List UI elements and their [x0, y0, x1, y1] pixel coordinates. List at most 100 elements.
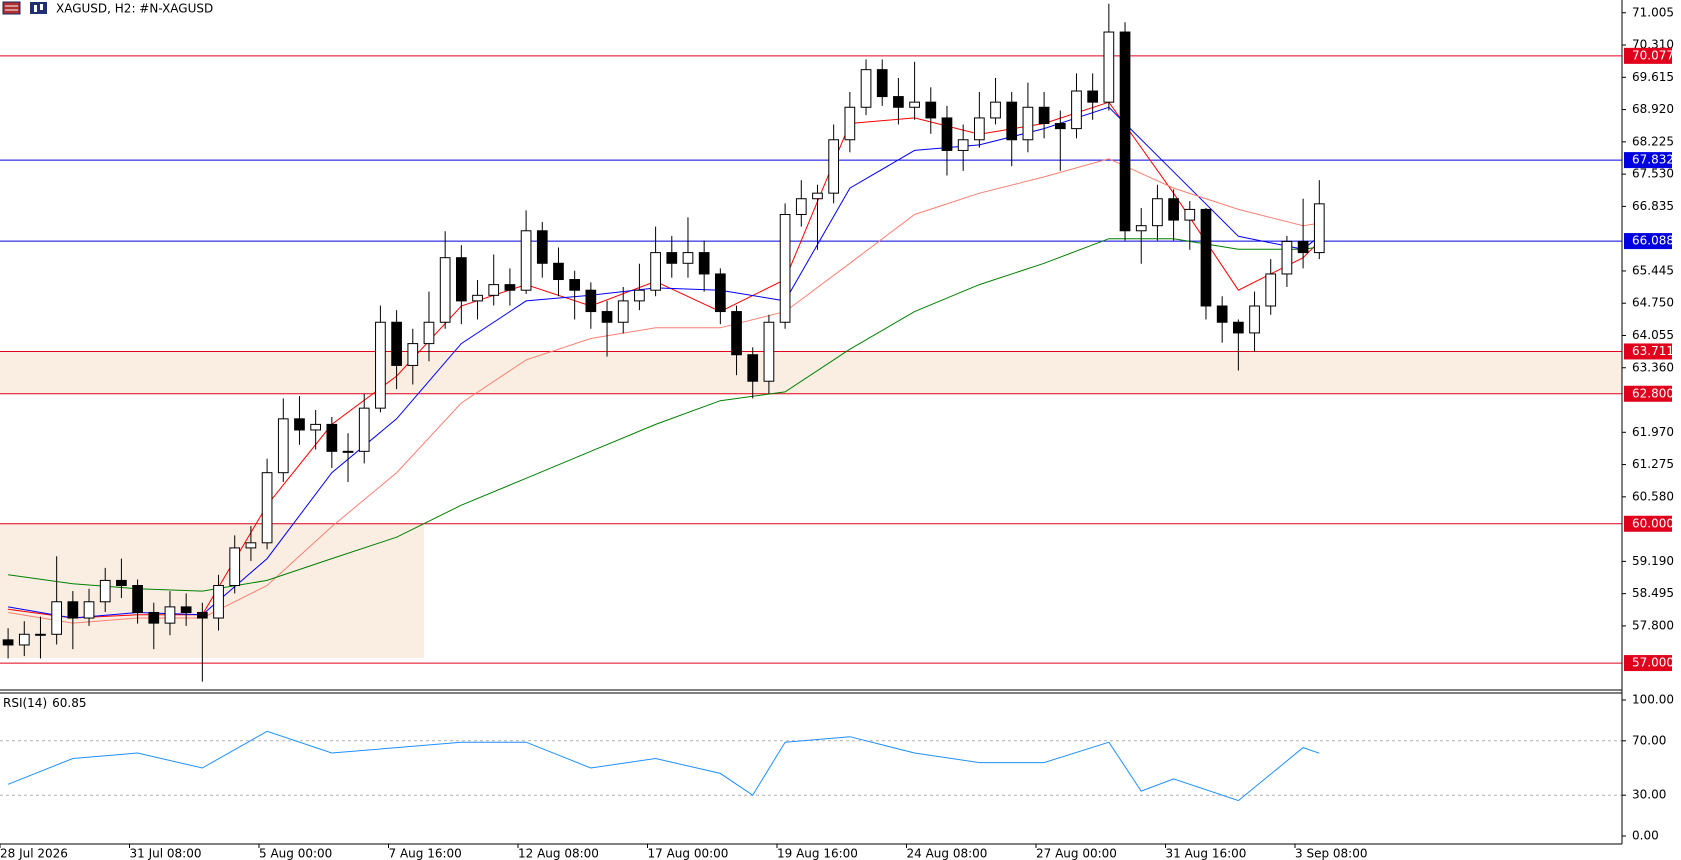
candle-body — [148, 611, 160, 624]
candle-body — [18, 633, 30, 646]
y-tick-label: 100.00 — [1632, 693, 1674, 707]
y-tick-label: 61.275 — [1632, 457, 1674, 471]
level-label: 62.800 — [1632, 386, 1674, 400]
candle-body — [909, 101, 920, 108]
candle-body — [1054, 123, 1066, 130]
candle-body — [35, 633, 46, 636]
candle-body — [957, 139, 969, 151]
level-label: 57.000 — [1632, 656, 1674, 670]
candle-body — [294, 418, 305, 431]
candle-body — [666, 252, 678, 264]
icon-bar — [34, 5, 37, 12]
candle-body — [763, 321, 775, 382]
level-label-box — [1624, 655, 1672, 672]
y-tick-label: 71.005 — [1632, 5, 1674, 19]
y-tick-label: 63.360 — [1632, 360, 1674, 374]
x-tick-label: 31 Jul 08:00 — [130, 847, 202, 860]
candle-body — [1249, 305, 1260, 334]
rsi-line — [7, 730, 1320, 802]
y-tick-label: 68.920 — [1632, 102, 1674, 116]
candle-body — [83, 601, 95, 619]
candle-body — [925, 101, 937, 119]
x-tick-label: 5 Aug 00:00 — [259, 847, 332, 860]
y-tick-label: 58.495 — [1632, 586, 1674, 600]
candle-body — [569, 279, 581, 291]
candle-body — [1103, 31, 1115, 103]
candle-body — [698, 252, 710, 275]
y-tick-label: 61.970 — [1632, 425, 1674, 439]
candle-body — [1297, 240, 1309, 254]
candle-body — [1022, 106, 1034, 141]
level-label: 70.077 — [1632, 48, 1674, 62]
candle-body — [617, 300, 629, 323]
candle-body — [844, 106, 856, 141]
level-label: 60.000 — [1632, 516, 1674, 530]
candle-body — [504, 284, 516, 291]
candle-body — [520, 230, 532, 291]
icon-bar — [40, 4, 43, 10]
candle-body — [941, 117, 953, 151]
y-tick-label: 59.190 — [1632, 554, 1674, 568]
y-tick-label: 60.580 — [1632, 489, 1674, 503]
y-tick-label: 0.00 — [1632, 829, 1659, 843]
zone — [0, 523, 425, 658]
x-tick-label: 28 Jul 2026 — [0, 847, 68, 860]
candle-body — [1152, 198, 1163, 227]
y-tick-label: 69.615 — [1632, 70, 1674, 84]
y-tick-label: 64.055 — [1632, 328, 1674, 342]
candle-body — [277, 418, 289, 474]
candle-body — [876, 69, 888, 98]
candle-body — [893, 96, 904, 108]
y-tick-label: 57.800 — [1632, 618, 1674, 632]
level-label-box — [1624, 343, 1672, 360]
y-tick-label: 64.750 — [1632, 296, 1674, 310]
candle-body — [536, 230, 548, 264]
main-layer — [2, 3, 1325, 802]
candle-body — [164, 606, 176, 624]
candle-body — [1265, 273, 1277, 307]
candle-body — [795, 198, 807, 216]
indicator-title: RSI(14) 60.85 — [3, 696, 87, 710]
candle-body — [812, 192, 823, 200]
candle-body — [375, 321, 386, 409]
candle-body — [67, 601, 79, 619]
candle-body — [310, 423, 322, 431]
y-tick-label: 70.00 — [1632, 733, 1666, 747]
menu-icon[interactable] — [2, 1, 21, 15]
candle-body — [1232, 321, 1244, 334]
level-label: 66.088 — [1632, 234, 1674, 248]
candle-body — [180, 606, 192, 613]
candle-body — [1200, 208, 1212, 307]
candle-body — [342, 450, 354, 453]
level-label: 67.832 — [1632, 153, 1674, 167]
candle-body — [1184, 208, 1196, 221]
level-label: 63.711 — [1632, 344, 1674, 358]
level-label-box — [1624, 385, 1672, 402]
candle-body — [326, 423, 338, 452]
candle-body — [1071, 90, 1082, 130]
indicator-name: RSI(14) — [3, 696, 47, 710]
x-tick-label: 3 Sep 08:00 — [1295, 847, 1367, 860]
candle-body — [213, 585, 224, 619]
candle-body — [650, 252, 661, 291]
candle-body — [1216, 305, 1228, 323]
candle-body — [407, 343, 419, 366]
candle-body — [391, 321, 402, 366]
candle-body — [747, 354, 759, 382]
indicator-value: 60.85 — [52, 696, 86, 710]
candle-body — [1119, 31, 1131, 232]
candle-body — [682, 252, 694, 264]
level-label-box — [1624, 515, 1672, 532]
y-tick-label: 66.835 — [1632, 199, 1674, 213]
candle-body — [132, 585, 143, 613]
candle-body — [553, 262, 564, 281]
x-tick-label: 7 Aug 16:00 — [389, 847, 462, 860]
candle-body — [1168, 198, 1179, 221]
chart-icon[interactable] — [30, 2, 47, 14]
candle-body — [116, 579, 127, 587]
x-tick-label: 17 Aug 00:00 — [648, 847, 729, 860]
candle-body — [585, 289, 597, 313]
x-tick-label: 24 Aug 08:00 — [907, 847, 988, 860]
